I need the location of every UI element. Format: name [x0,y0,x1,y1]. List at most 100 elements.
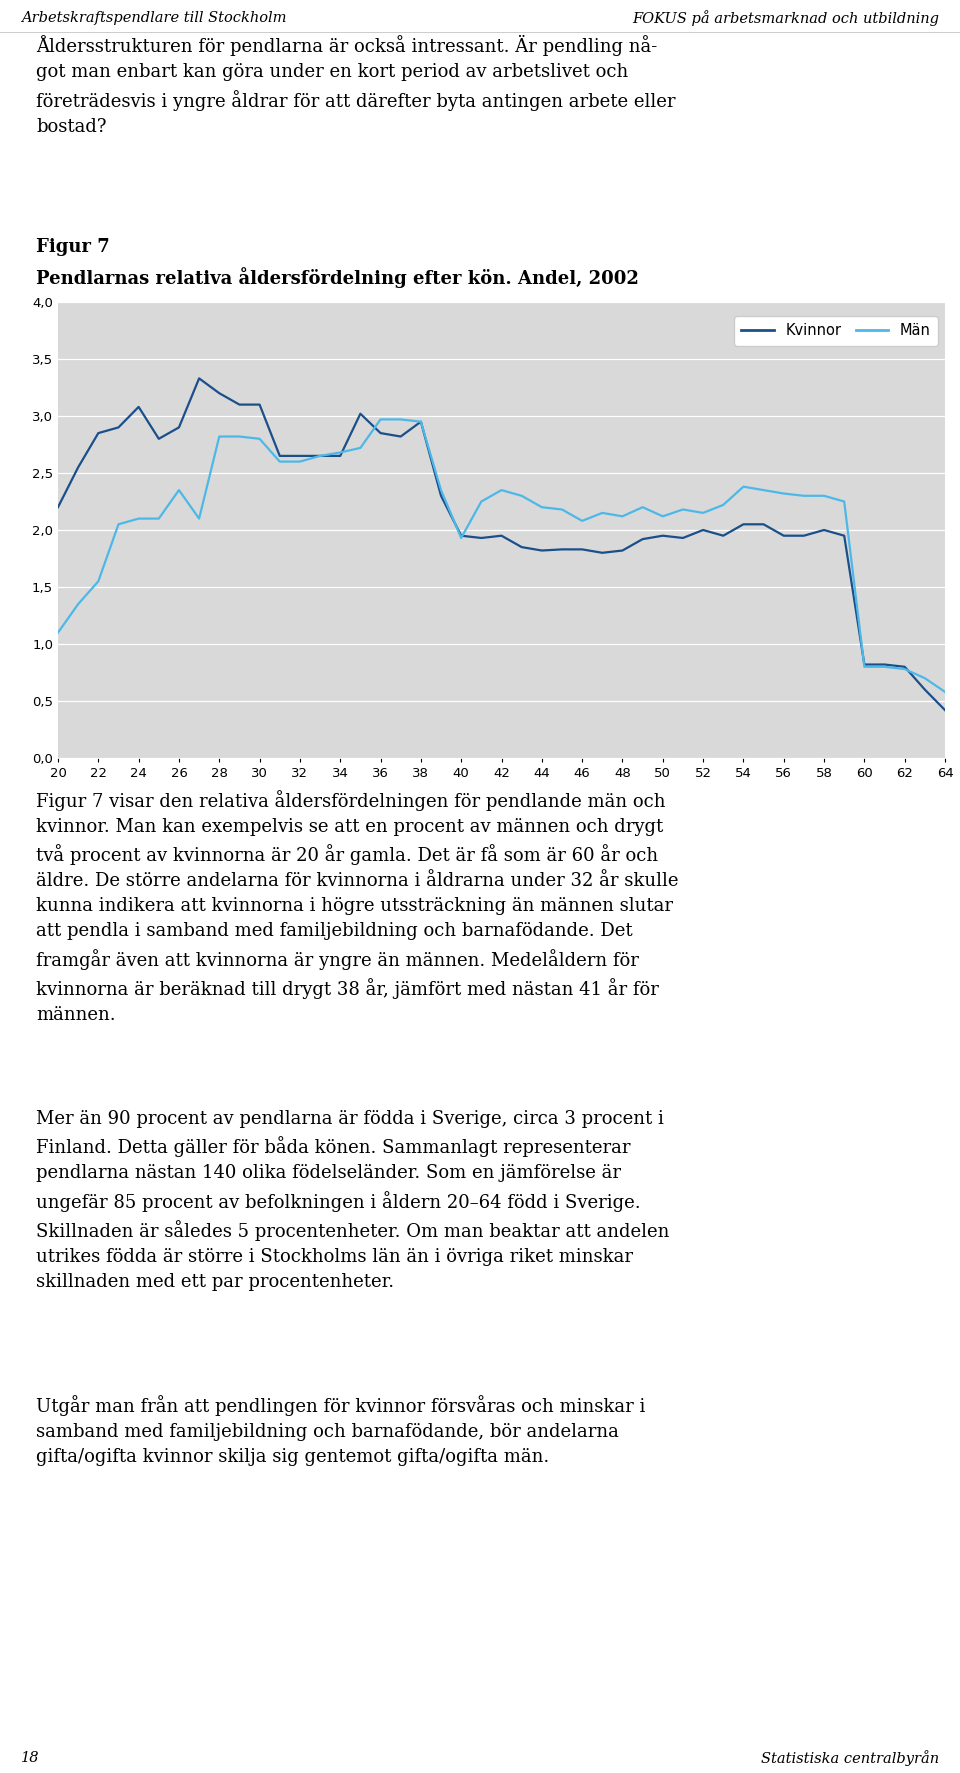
Line: Kvinnor: Kvinnor [58,378,945,711]
Text: FOKUS på arbetsmarknad och utbildning: FOKUS på arbetsmarknad och utbildning [632,9,939,25]
Män [112,514,124,535]
Män [132,507,144,528]
Män [354,438,366,459]
Män [415,411,426,433]
Kvinnor [274,445,285,466]
Text: Figur 7: Figur 7 [36,238,110,255]
Kvinnor [132,395,144,417]
Män [314,445,325,466]
Män [294,450,305,472]
Kvinnor [737,514,749,535]
Kvinnor [173,417,184,438]
Kvinnor [435,486,446,507]
Män [919,668,930,690]
Kvinnor [334,445,346,466]
Män [717,495,729,516]
Män [455,527,467,548]
Kvinnor [395,426,406,447]
Män [636,496,648,518]
Kvinnor [354,402,366,424]
Män [173,479,184,500]
Kvinnor [314,445,325,466]
Kvinnor [697,519,708,541]
Män [576,511,588,532]
Män [677,498,688,519]
Kvinnor [193,367,204,388]
Män [374,410,386,431]
Kvinnor [757,514,769,535]
Män [153,507,164,528]
Män [52,622,63,644]
Text: Pendlarnas relativa åldersfördelning efter kön. Andel, 2002: Pendlarnas relativa åldersfördelning eft… [36,268,639,289]
Kvinnor [233,394,245,415]
Kvinnor [72,457,84,479]
Män [516,486,527,507]
Män [616,505,628,527]
Män [495,479,507,500]
Män [818,486,829,507]
Män [395,410,406,431]
Män [657,505,668,527]
Män [899,658,910,679]
Text: Figur 7 visar den relativa åldersfördelningen för pendlande män och
kvinnor. Man: Figur 7 visar den relativa åldersfördeln… [36,791,679,1025]
Kvinnor [576,539,588,560]
Kvinnor [919,679,930,700]
Kvinnor [798,525,809,546]
Män [213,426,225,447]
Kvinnor [455,525,467,546]
Kvinnor [636,528,648,550]
Kvinnor [253,394,265,415]
Män [274,450,285,472]
Män [858,656,870,677]
Män [253,427,265,449]
Män [92,571,104,592]
Män [435,479,446,500]
Män [737,475,749,496]
Män [475,491,487,512]
Män [72,594,84,615]
Text: 18: 18 [21,1750,39,1764]
Män [878,656,890,677]
Kvinnor [657,525,668,546]
Text: Arbetskraftspendlare till Stockholm: Arbetskraftspendlare till Stockholm [21,11,287,25]
Män [536,496,547,518]
Kvinnor [556,539,567,560]
Kvinnor [213,383,225,404]
Män [798,486,809,507]
Män [939,681,950,702]
Män [233,426,245,447]
Kvinnor [536,541,547,562]
Män [757,479,769,500]
Kvinnor [415,411,426,433]
Kvinnor [92,422,104,443]
Kvinnor [153,427,164,449]
Kvinnor [899,656,910,677]
Män [556,498,567,519]
Kvinnor [495,525,507,546]
Kvinnor [596,543,608,564]
Kvinnor [878,654,890,676]
Män [596,502,608,523]
Kvinnor [374,422,386,443]
Kvinnor [838,525,850,546]
Kvinnor [516,537,527,558]
Kvinnor [112,417,124,438]
Kvinnor [778,525,789,546]
Män [334,441,346,463]
Text: Statistiska centralbyrån: Statistiska centralbyrån [760,1750,939,1766]
Kvinnor [858,654,870,676]
Text: Utgår man från att pendlingen för kvinnor försvåras och minskar i
samband med fa: Utgår man från att pendlingen för kvinno… [36,1395,646,1466]
Kvinnor [475,527,487,548]
Text: Mer än 90 procent av pendlarna är födda i Sverige, circa 3 procent i
Finland. De: Mer än 90 procent av pendlarna är födda … [36,1110,670,1291]
Legend: Kvinnor, Män: Kvinnor, Män [734,316,938,346]
Kvinnor [717,525,729,546]
Kvinnor [616,541,628,562]
Text: Åldersstrukturen för pendlarna är också intressant. Är pendling nå-
got man enba: Åldersstrukturen för pendlarna är också … [36,35,676,135]
Män [778,482,789,504]
Kvinnor [818,519,829,541]
Män [697,502,708,523]
Line: Män: Män [58,420,945,691]
Kvinnor [939,700,950,722]
Kvinnor [294,445,305,466]
Män [838,491,850,512]
